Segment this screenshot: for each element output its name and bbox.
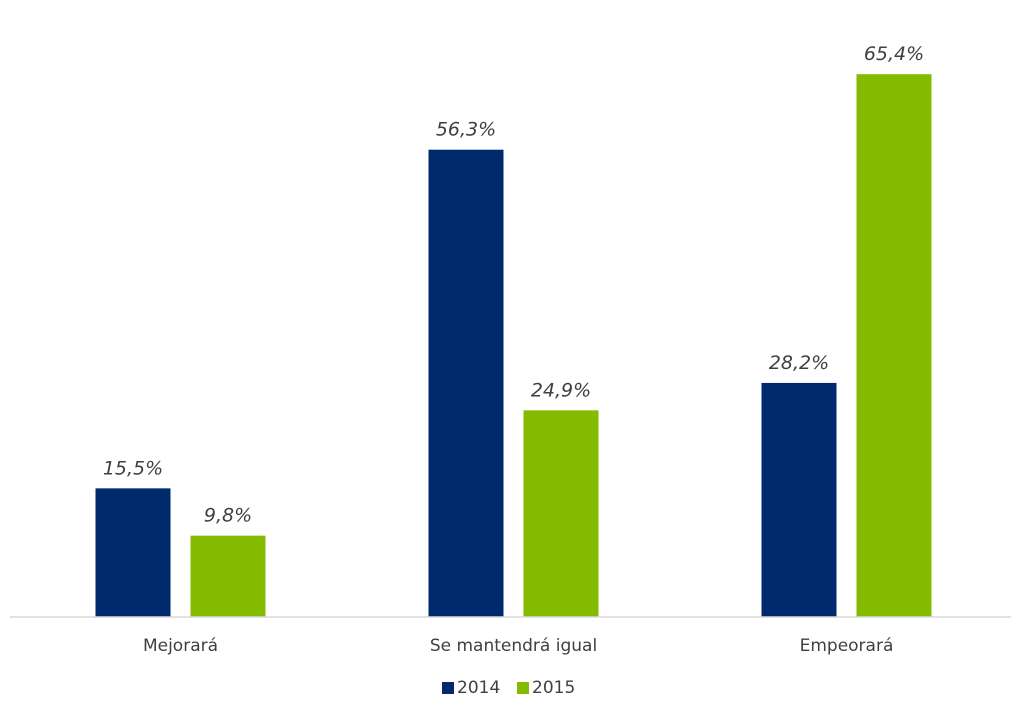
bar-2014-2 xyxy=(761,382,837,617)
bar-2015-0 xyxy=(190,535,266,617)
bar-2014-0 xyxy=(95,488,171,617)
legend-label-2014: 2014 xyxy=(457,678,500,698)
data-label-2014-1: 56,3% xyxy=(436,119,496,141)
data-label-2015-0: 9,8% xyxy=(204,505,252,527)
data-labels-layer: 15,5% 9,8% 56,3% 24,9% 28,2% 65,4% xyxy=(103,43,924,526)
bars-layer xyxy=(95,74,932,618)
data-label-2015-1: 24,9% xyxy=(531,379,591,401)
legend-swatch-2015 xyxy=(517,682,529,694)
category-label-2: Empeorará xyxy=(800,636,894,656)
category-label-0: Mejorará xyxy=(143,636,218,656)
data-label-2014-0: 15,5% xyxy=(103,457,163,479)
bar-2015-2 xyxy=(856,74,932,618)
data-label-2014-2: 28,2% xyxy=(769,352,829,374)
data-label-2015-2: 65,4% xyxy=(864,43,924,65)
bar-2014-1 xyxy=(428,149,504,617)
legend-label-2015: 2015 xyxy=(532,678,575,698)
legend-swatch-2014 xyxy=(442,682,454,694)
category-labels-layer: Mejorará Se mantendrá igual Empeorará xyxy=(143,636,893,656)
legend: 2014 2015 xyxy=(442,678,575,698)
category-label-1: Se mantendrá igual xyxy=(430,636,597,656)
bar-2015-1 xyxy=(523,410,599,617)
